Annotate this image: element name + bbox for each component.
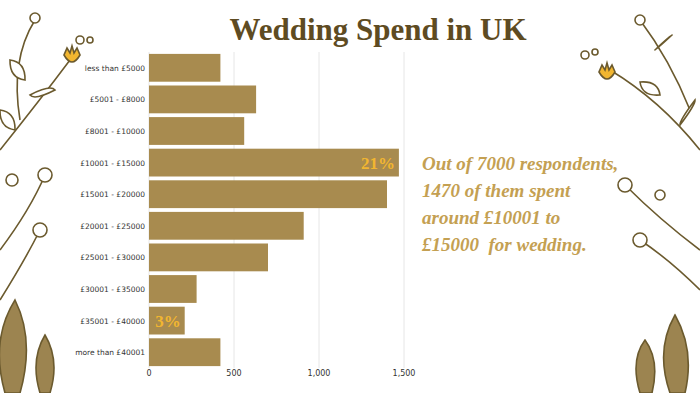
- bar: [149, 307, 185, 335]
- bar: [149, 149, 399, 177]
- tick-label: 500: [226, 369, 241, 378]
- leaf: [10, 60, 25, 80]
- leaf: [0, 300, 26, 393]
- stem: [640, 20, 690, 110]
- bud: [30, 13, 40, 23]
- category-label: £30001 - £35000: [80, 285, 145, 294]
- bud: [38, 168, 52, 182]
- bars: [149, 54, 399, 366]
- leaf: [36, 335, 54, 393]
- bud: [76, 36, 84, 44]
- bud: [655, 190, 665, 200]
- bar: [149, 117, 244, 145]
- bud: [33, 223, 47, 237]
- stem: [0, 175, 45, 250]
- text-box-line: 1470 of them spent: [422, 180, 571, 201]
- bud: [633, 233, 647, 247]
- leaf: [640, 82, 660, 95]
- bud: [635, 15, 645, 25]
- leaf: [655, 35, 672, 50]
- grid: [149, 52, 404, 368]
- bar: [149, 54, 220, 82]
- background: [0, 0, 700, 393]
- bar-annotation: 21%: [361, 154, 395, 173]
- stem: [610, 70, 700, 150]
- bar: [149, 243, 268, 271]
- text-box-line: Out of 7000 respondents,: [422, 153, 618, 174]
- text-box-line: around £10001 to: [422, 207, 560, 228]
- chart-root: Wedding Spend in UK 0 500 1,000 1,500 less th…: [0, 0, 700, 393]
- category-label: £10001 - £15000: [80, 159, 145, 168]
- category-label: £20001 - £25000: [80, 222, 145, 231]
- category-label: £5001 - £8000: [90, 95, 145, 104]
- category-label: more than £40001: [75, 348, 145, 357]
- bar: [149, 212, 304, 240]
- grid-line: [404, 52, 405, 368]
- bar: [149, 275, 197, 303]
- category-label: less than £5000: [85, 64, 145, 73]
- leaf: [30, 88, 55, 97]
- bud: [618, 178, 632, 192]
- category-label: £35001 - £40000: [80, 317, 145, 326]
- tick-label: 1,000: [308, 369, 331, 378]
- grid-line: [319, 52, 320, 368]
- leaf: [664, 315, 689, 393]
- category-label: £25001 - £30000: [80, 253, 145, 262]
- stem: [640, 240, 700, 290]
- bar-annotation: 3%: [155, 312, 181, 331]
- bud: [87, 37, 93, 43]
- text-box-line: £15000 for wedding.: [421, 234, 587, 255]
- category-label: £15001 - £20000: [80, 190, 145, 199]
- stem: [0, 60, 70, 150]
- bar: [149, 180, 387, 208]
- chart-svg: Wedding Spend in UK 0 500 1,000 1,500 less th…: [0, 0, 700, 393]
- stem: [625, 185, 700, 250]
- bar: [149, 338, 220, 366]
- leaf: [636, 340, 655, 393]
- bud: [6, 174, 18, 186]
- bud: [592, 49, 598, 55]
- category-label: £8001 - £10000: [85, 127, 145, 136]
- leaf: [0, 110, 15, 130]
- flower: [64, 46, 80, 62]
- leaf: [680, 100, 695, 125]
- title: Wedding Spend in UK: [229, 12, 526, 47]
- bud: [581, 51, 589, 59]
- stem: [0, 230, 40, 300]
- flower: [599, 63, 615, 79]
- tick-label: 0: [146, 369, 151, 378]
- tick-label: 1,500: [393, 369, 416, 378]
- bar: [149, 85, 256, 113]
- decoration: [0, 13, 700, 393]
